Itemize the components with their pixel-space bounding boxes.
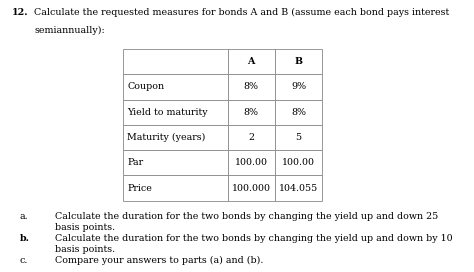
- Text: 104.055: 104.055: [279, 184, 318, 193]
- Text: b.: b.: [20, 234, 30, 243]
- Bar: [123, 125, 228, 150]
- Text: c.: c.: [20, 256, 28, 265]
- Bar: [228, 49, 275, 74]
- Bar: [228, 150, 275, 175]
- Text: 8%: 8%: [244, 82, 259, 91]
- Bar: [275, 150, 322, 175]
- Text: 8%: 8%: [291, 108, 306, 117]
- Text: basis points.: basis points.: [55, 245, 115, 254]
- Text: 5: 5: [296, 133, 301, 142]
- Text: Compare your answers to parts (a) and (b).: Compare your answers to parts (a) and (b…: [55, 256, 263, 265]
- Text: Calculate the duration for the two bonds by changing the yield up and down 25: Calculate the duration for the two bonds…: [55, 212, 438, 221]
- Bar: [275, 49, 322, 74]
- Bar: [228, 125, 275, 150]
- Bar: [123, 150, 228, 175]
- Bar: [228, 175, 275, 201]
- Text: Yield to maturity: Yield to maturity: [127, 108, 208, 117]
- Bar: [275, 175, 322, 201]
- Text: Maturity (years): Maturity (years): [127, 133, 205, 142]
- Text: Calculate the duration for the two bonds by changing the yield up and down by 10: Calculate the duration for the two bonds…: [55, 234, 452, 243]
- Text: 2: 2: [248, 133, 254, 142]
- Text: 100.000: 100.000: [232, 184, 271, 193]
- Text: 8%: 8%: [244, 108, 259, 117]
- Text: Calculate the requested measures for bonds A and B (assume each bond pays intere: Calculate the requested measures for bon…: [34, 8, 449, 17]
- Bar: [123, 74, 228, 100]
- Text: 100.00: 100.00: [282, 158, 315, 167]
- Text: a.: a.: [20, 212, 28, 221]
- Text: B: B: [295, 57, 302, 66]
- Text: 100.00: 100.00: [235, 158, 268, 167]
- Bar: [275, 74, 322, 100]
- Bar: [228, 100, 275, 125]
- Bar: [275, 125, 322, 150]
- Text: basis points.: basis points.: [55, 223, 115, 232]
- Text: A: A: [247, 57, 255, 66]
- Bar: [123, 49, 228, 74]
- Text: Price: Price: [127, 184, 152, 193]
- Text: semiannually):: semiannually):: [34, 26, 105, 35]
- Text: Coupon: Coupon: [127, 82, 164, 91]
- Bar: [123, 100, 228, 125]
- Bar: [275, 100, 322, 125]
- Text: 9%: 9%: [291, 82, 306, 91]
- Text: Par: Par: [127, 158, 143, 167]
- Bar: [228, 74, 275, 100]
- Bar: [123, 175, 228, 201]
- Text: 12.: 12.: [12, 8, 28, 17]
